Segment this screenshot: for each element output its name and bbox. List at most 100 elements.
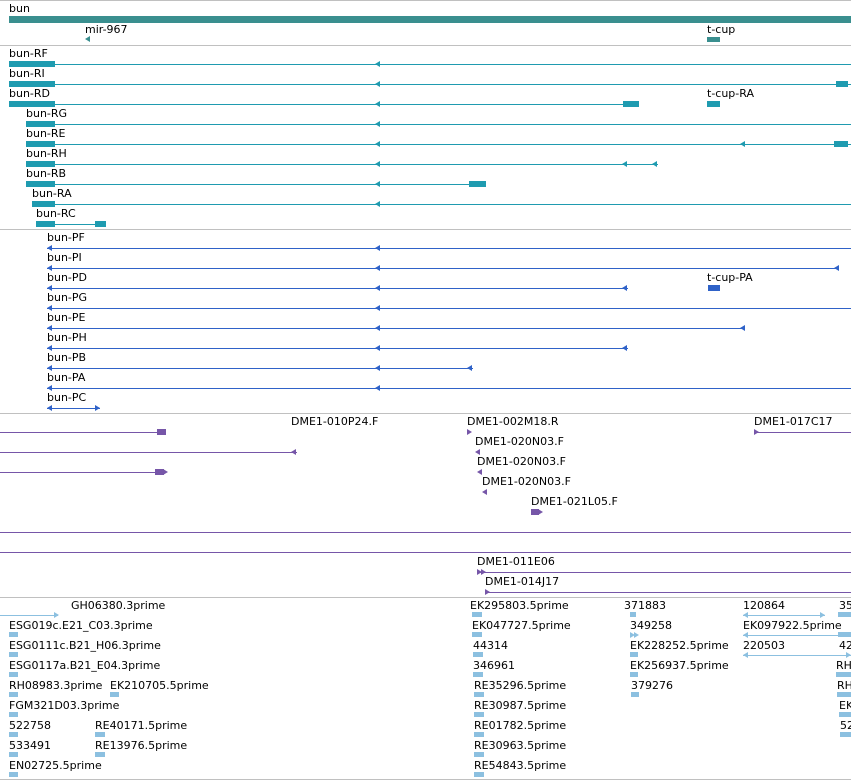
est-label[interactable]: 533491	[9, 739, 51, 752]
clone-label[interactable]: DME1-014J17	[485, 575, 560, 588]
est-line[interactable]	[743, 635, 851, 636]
gene-feature-bun[interactable]	[9, 16, 851, 23]
est-label[interactable]: RE13976.5prime	[95, 739, 188, 752]
est-label[interactable]: RE54843.5prime	[474, 759, 567, 772]
est-feature[interactable]	[630, 612, 636, 617]
gene-feature-t-cup[interactable]	[707, 37, 720, 42]
clone-label[interactable]: DME1-020N03.F	[477, 455, 566, 468]
protein-line[interactable]	[47, 328, 745, 329]
gene-feature-mir-967[interactable]	[85, 36, 90, 42]
est-label[interactable]: EK047727.5prime	[472, 619, 571, 632]
clone-label[interactable]: DME1-017C17	[754, 415, 833, 428]
est-label[interactable]: 349258	[630, 619, 672, 632]
est-feature[interactable]	[9, 752, 18, 757]
transcript-line[interactable]	[9, 64, 851, 65]
est-label[interactable]: RH	[836, 659, 851, 672]
est-feature[interactable]	[9, 632, 18, 637]
est-label[interactable]: ESG0111c.B21_H06.3prime	[9, 639, 161, 652]
est-label[interactable]: 42	[839, 639, 851, 652]
clone-line[interactable]	[0, 532, 851, 533]
est-label[interactable]: RE01782.5prime	[474, 719, 567, 732]
est-feature[interactable]	[473, 672, 483, 677]
est-feature[interactable]	[95, 732, 105, 737]
transcript-line[interactable]	[36, 224, 106, 225]
est-feature[interactable]	[630, 632, 635, 638]
protein-line[interactable]	[47, 308, 851, 309]
transcript-label[interactable]: bun-RF	[9, 47, 48, 60]
clone-label[interactable]: DME1-021L05.F	[531, 495, 618, 508]
protein-label[interactable]: bun-PG	[47, 291, 88, 304]
clone-label[interactable]: DME1-020N03.F	[482, 475, 571, 488]
protein-label[interactable]: bun-PA	[47, 371, 86, 384]
protein-label[interactable]: bun-PH	[47, 331, 87, 344]
transcript-label[interactable]: bun-RA	[32, 187, 72, 200]
clone-feature[interactable]	[475, 449, 480, 455]
est-feature[interactable]	[473, 652, 483, 657]
est-label[interactable]: 52	[840, 719, 851, 732]
protein-label[interactable]: bun-PD	[47, 271, 87, 284]
transcript-line[interactable]	[9, 84, 851, 85]
protein-label[interactable]: bun-PC	[47, 391, 87, 404]
clone-label[interactable]: DME1-011E06	[477, 555, 555, 568]
est-label[interactable]: 220503	[743, 639, 785, 652]
est-label[interactable]: RE40171.5prime	[95, 719, 188, 732]
est-feature[interactable]	[840, 732, 851, 737]
est-label[interactable]: ESG0117a.B21_E04.3prime	[9, 659, 161, 672]
est-label[interactable]: EK097922.5prime	[743, 619, 842, 632]
est-label[interactable]: 522758	[9, 719, 51, 732]
est-label[interactable]: EN02725.5prime	[9, 759, 102, 772]
protein-line[interactable]	[47, 288, 628, 289]
est-label[interactable]: 379276	[631, 679, 673, 692]
est-feature[interactable]	[9, 732, 18, 737]
est-feature[interactable]	[630, 652, 638, 657]
est-label[interactable]: RH08983.3prime	[9, 679, 103, 692]
protein-line[interactable]	[47, 348, 628, 349]
est-feature[interactable]	[95, 752, 105, 757]
protein-label[interactable]: bun-PI	[47, 251, 82, 264]
est-feature[interactable]	[474, 752, 484, 757]
clone-line[interactable]	[0, 552, 851, 553]
transcript-line[interactable]	[26, 164, 658, 165]
est-feature[interactable]	[472, 632, 482, 637]
clone-feature[interactable]	[482, 489, 487, 495]
transcript-label[interactable]: t-cup-RA	[707, 87, 754, 100]
protein-label[interactable]: bun-PF	[47, 231, 85, 244]
protein-line[interactable]	[47, 268, 839, 269]
est-feature[interactable]	[9, 672, 18, 677]
clone-line[interactable]	[477, 572, 851, 573]
est-feature[interactable]	[474, 712, 484, 717]
transcript-line[interactable]	[26, 124, 851, 125]
clone-label[interactable]: DME1-020N03.F	[475, 435, 564, 448]
clone-label[interactable]: DME1-002M18.R	[467, 415, 559, 428]
est-label[interactable]: GH06380.3prime	[71, 599, 166, 612]
gene-label[interactable]: bun	[9, 2, 30, 15]
transcript-label[interactable]: bun-RC	[36, 207, 76, 220]
est-feature[interactable]	[474, 732, 484, 737]
protein-feature[interactable]	[708, 285, 720, 291]
est-label[interactable]: EK295803.5prime	[470, 599, 569, 612]
transcript-label[interactable]: bun-RD	[9, 87, 51, 100]
est-label[interactable]: 44314	[473, 639, 508, 652]
est-feature[interactable]	[474, 772, 484, 777]
est-feature[interactable]	[838, 612, 851, 617]
est-feature[interactable]	[110, 692, 119, 697]
est-label[interactable]: 120864	[743, 599, 785, 612]
protein-label[interactable]: bun-PE	[47, 311, 86, 324]
est-feature[interactable]	[474, 692, 484, 697]
est-label[interactable]: EK256937.5prime	[630, 659, 729, 672]
est-line[interactable]	[0, 615, 58, 616]
est-label[interactable]: 35	[839, 599, 851, 612]
est-feature[interactable]	[9, 652, 18, 657]
est-label[interactable]: RE35296.5prime	[474, 679, 567, 692]
gene-label[interactable]: mir-967	[85, 23, 128, 36]
transcript-label[interactable]: bun-RI	[9, 67, 45, 80]
clone-line[interactable]	[485, 592, 851, 593]
transcript-label[interactable]: bun-RH	[26, 147, 67, 160]
clone-feature[interactable]	[531, 509, 539, 515]
protein-label[interactable]: bun-PB	[47, 351, 87, 364]
protein-line[interactable]	[47, 248, 851, 249]
transcript-label[interactable]: bun-RE	[26, 127, 66, 140]
protein-line[interactable]	[47, 408, 100, 409]
clone-line[interactable]	[0, 472, 166, 473]
est-feature[interactable]	[631, 692, 639, 697]
